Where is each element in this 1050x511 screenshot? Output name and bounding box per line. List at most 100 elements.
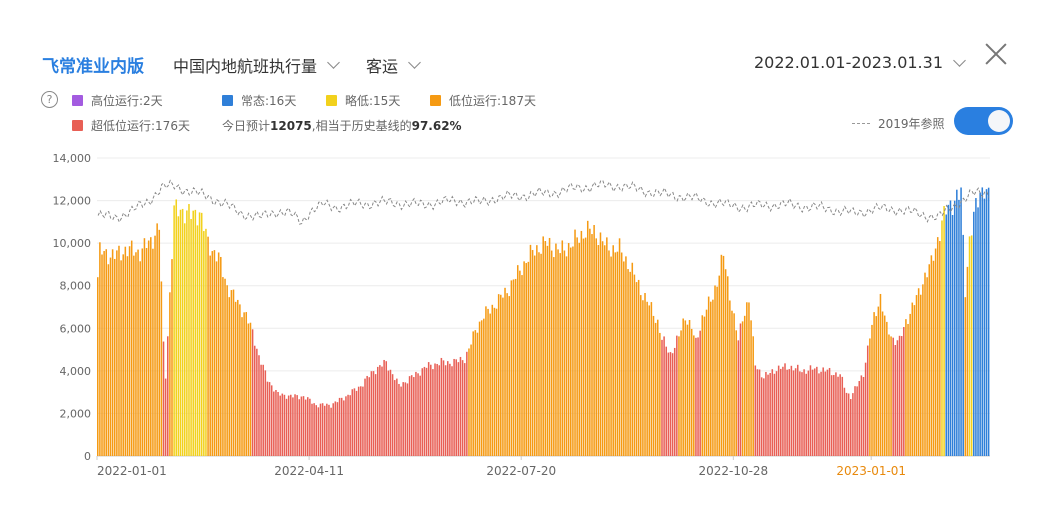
bar — [684, 320, 687, 456]
bar — [171, 259, 173, 456]
bar — [290, 394, 292, 456]
category-select[interactable]: 客运 — [366, 53, 421, 77]
bar — [247, 323, 250, 456]
bar — [292, 397, 294, 456]
bar — [648, 305, 651, 456]
bar — [241, 317, 243, 456]
bar — [553, 257, 555, 456]
bar — [843, 387, 846, 456]
bar — [650, 302, 653, 456]
bar — [816, 366, 818, 456]
bar — [905, 319, 907, 456]
legend-item-normal[interactable]: 常态:16天 — [222, 92, 296, 109]
bar — [610, 256, 612, 456]
bar — [360, 386, 362, 456]
bar — [767, 374, 769, 456]
bar — [667, 352, 670, 456]
bar — [536, 245, 538, 456]
bar — [502, 297, 504, 456]
bar — [678, 336, 680, 456]
bar — [837, 376, 839, 456]
bar — [654, 322, 657, 456]
bar — [911, 302, 914, 456]
help-icon[interactable]: ? — [41, 91, 58, 108]
brand-title: 飞常准业内版 — [42, 57, 144, 77]
bar — [120, 260, 122, 456]
bar — [336, 402, 339, 456]
bar — [835, 372, 837, 456]
bar — [137, 249, 139, 456]
x-tick-label: 2022-01-01 — [97, 464, 167, 478]
legend-item-very-low[interactable]: 超低位运行:176天 — [72, 117, 190, 134]
bar — [143, 238, 146, 456]
bar — [977, 207, 979, 456]
bar — [133, 255, 135, 456]
bar — [973, 211, 975, 456]
bar — [381, 366, 383, 456]
bar — [580, 230, 583, 456]
bar — [693, 335, 695, 456]
bar — [493, 307, 496, 456]
bar — [644, 293, 646, 456]
bar — [665, 346, 667, 456]
bar — [784, 363, 786, 456]
bar — [962, 234, 964, 456]
bar — [574, 229, 576, 456]
bar — [224, 278, 226, 456]
legend-label: 超低位运行:176天 — [91, 119, 190, 133]
bar — [521, 275, 523, 456]
bar — [139, 261, 141, 456]
bar — [203, 231, 205, 456]
bar — [124, 246, 127, 456]
reference-label: 2019年参照 — [878, 117, 945, 131]
bar — [941, 220, 943, 456]
bar — [423, 366, 426, 456]
bar — [516, 265, 519, 456]
bar — [635, 282, 638, 456]
bar — [262, 364, 264, 456]
bar — [152, 248, 154, 456]
bar — [122, 254, 124, 456]
bar — [714, 285, 716, 456]
bar — [735, 330, 737, 456]
bar — [680, 330, 682, 456]
bar — [760, 377, 763, 456]
bar — [926, 277, 928, 456]
legend-item-slightly-low[interactable]: 略低:15天 — [326, 92, 400, 109]
bar — [99, 242, 101, 456]
bar — [298, 399, 301, 456]
baseline-2019-line — [97, 179, 990, 225]
bar — [637, 279, 640, 456]
bar — [663, 336, 665, 456]
legend-item-low[interactable]: 低位运行:187天 — [430, 92, 536, 109]
bar — [765, 371, 767, 456]
bar — [828, 367, 831, 456]
bar — [943, 206, 945, 456]
reference-toggle[interactable] — [954, 107, 1013, 135]
bar — [258, 355, 260, 456]
bar — [283, 394, 286, 456]
bar — [642, 300, 644, 456]
bar — [603, 245, 606, 456]
bar — [468, 348, 470, 456]
bar — [794, 368, 797, 456]
bar — [754, 365, 757, 456]
metric-select[interactable]: 中国内地航班执行量 — [173, 53, 340, 77]
bar — [413, 377, 415, 456]
bar — [824, 371, 827, 456]
bar — [504, 287, 506, 456]
legend-item-high[interactable]: 高位运行:2天 — [72, 92, 163, 109]
bar — [451, 366, 453, 456]
bar — [455, 359, 457, 456]
bar — [446, 361, 449, 456]
bar — [591, 234, 593, 456]
bar — [228, 297, 231, 456]
date-range-select[interactable]: 2022.01.01-2023.01.31 — [754, 53, 966, 72]
bar — [434, 363, 436, 456]
bar — [777, 365, 780, 456]
bar — [841, 376, 844, 456]
bar — [442, 360, 445, 456]
bar — [330, 407, 332, 456]
legend-label: 常态:16天 — [241, 94, 297, 108]
date-range-label: 2022.01.01-2023.01.31 — [754, 53, 943, 72]
